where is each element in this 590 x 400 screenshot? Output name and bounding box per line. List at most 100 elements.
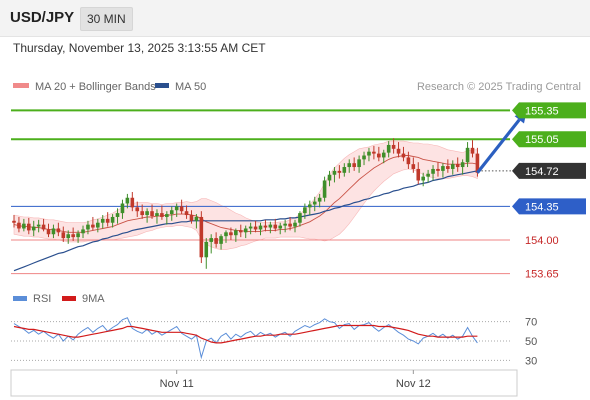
ma20-legend-swatch: [13, 83, 29, 88]
candle-body: [317, 197, 322, 202]
candle-body: [322, 180, 327, 198]
candle-body: [337, 170, 342, 173]
header-bar: USD/JPY 30 MIN: [0, 0, 590, 37]
candle-body: [22, 223, 26, 229]
candle-body: [401, 153, 406, 158]
candle-body: [248, 226, 253, 229]
level-value-resistance: 155.05: [525, 134, 559, 146]
candle-body: [120, 203, 125, 214]
candle-body: [327, 174, 332, 181]
candle-body: [76, 233, 80, 238]
candle-body: [86, 224, 90, 230]
timeframe-selector[interactable]: 30 MIN: [80, 7, 133, 31]
rsi-tick-70: 70: [525, 317, 537, 329]
candle-body: [130, 197, 135, 208]
candle-body: [234, 230, 238, 236]
candle-body: [46, 229, 51, 235]
rsi-panel: 70 50 30: [11, 317, 537, 367]
candle-body: [174, 206, 179, 211]
candle-body: [342, 167, 347, 173]
candle-body: [41, 224, 46, 230]
level-labels: 155.35 155.05 154.72 154.35 154.00 153.65: [512, 102, 586, 281]
rsi-tick-30: 30: [525, 355, 537, 367]
candle-body: [391, 144, 396, 149]
candle-body: [140, 211, 144, 216]
candle-body: [352, 163, 356, 168]
candle-body: [396, 148, 401, 154]
candle-body: [263, 225, 268, 228]
candle-body: [431, 168, 435, 174]
candle-body: [416, 168, 421, 181]
candle-body: [273, 224, 278, 229]
price-legend: MA 20 + Bollinger Bands MA 50 Research ©…: [13, 81, 581, 93]
candle-body: [436, 168, 440, 171]
candle-body: [455, 164, 460, 168]
rsi-tick-50: 50: [525, 336, 537, 348]
candle-body: [61, 232, 66, 239]
candle-body: [115, 213, 120, 217]
level-value-support: 153.65: [525, 269, 559, 281]
candle-body: [303, 207, 307, 214]
candle-body: [169, 210, 174, 215]
candle-body: [312, 201, 317, 205]
key-levels: [11, 109, 515, 275]
candle-body: [308, 204, 312, 208]
current-price-tag: [512, 162, 586, 179]
candle-body: [12, 220, 16, 223]
candle-body: [367, 151, 371, 156]
candle-body: [298, 213, 302, 223]
candle-body: [377, 153, 381, 158]
candle-body: [347, 163, 352, 168]
level-tag-pivot: [512, 198, 586, 215]
candle-body: [362, 155, 366, 160]
candle-body: [209, 238, 213, 242]
candle-body: [125, 197, 130, 204]
candle-body: [150, 211, 154, 216]
credit-label: Research © 2025 Trading Central: [417, 81, 581, 93]
x-tick-label: Nov 11: [160, 378, 194, 390]
candle-body: [160, 213, 164, 217]
candle-body: [17, 222, 21, 229]
candle-body: [465, 147, 470, 163]
candle-body: [224, 232, 228, 237]
candle-body: [199, 216, 204, 258]
candle-body: [238, 230, 243, 233]
candle-body: [229, 232, 233, 236]
candle-body: [411, 164, 416, 169]
candle-body: [460, 162, 465, 168]
candle-body: [66, 234, 71, 239]
candle-body: [278, 225, 283, 229]
candle-body: [105, 218, 110, 223]
rsi-legend: RSI 9MA: [13, 293, 105, 305]
candle-body: [441, 166, 445, 171]
x-tick-label: Nov 12: [396, 378, 431, 390]
level-value-resistance: 155.35: [525, 105, 559, 117]
candle-body: [26, 223, 31, 231]
bollinger-band-area: [13, 140, 478, 250]
current-price-value: 154.72: [525, 166, 559, 178]
symbol-label: USD/JPY: [10, 9, 75, 26]
candle-body: [100, 218, 105, 223]
rsi-legend-label: RSI: [33, 293, 51, 305]
candle-body: [51, 228, 56, 235]
candle-body: [332, 170, 337, 175]
ma50-line: [13, 170, 478, 272]
candle-body: [214, 238, 218, 244]
ma50-legend-swatch: [155, 83, 169, 88]
candle-body: [110, 216, 115, 223]
candle-body: [253, 226, 258, 230]
chart-datetime: Thursday, November 13, 2025 3:13:55 AM C…: [13, 41, 266, 55]
candle-body: [91, 224, 95, 228]
candle-body: [450, 164, 455, 169]
level-tag-resistance: [512, 131, 586, 148]
candle-body: [145, 211, 149, 216]
candle-body: [243, 228, 248, 233]
candle-body: [470, 147, 475, 154]
candle-body: [204, 241, 209, 258]
candle-body: [184, 211, 189, 216]
rsi-legend-swatch: [13, 296, 27, 301]
candle-body: [406, 157, 411, 165]
candle-body: [372, 151, 376, 154]
